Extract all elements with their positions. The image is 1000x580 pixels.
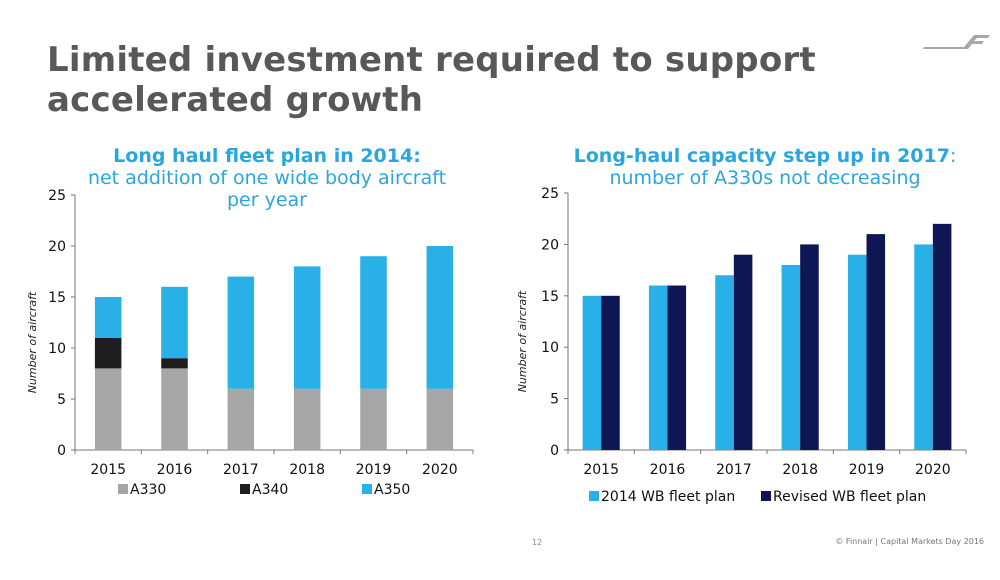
bar-a330	[293, 388, 321, 450]
bar-2014-wb-fleet-plan	[715, 275, 734, 450]
x-tick-label: 2017	[223, 462, 259, 478]
bar-2014-wb-fleet-plan	[847, 254, 867, 450]
bar-a350	[227, 276, 255, 389]
bar-a350	[360, 256, 387, 389]
x-tick-label: 2018	[289, 462, 325, 478]
slide-title: Limited investment required to support a…	[47, 40, 816, 120]
bar-revised-wb-fleet-plan	[932, 223, 952, 450]
bar-2014-wb-fleet-plan	[582, 295, 602, 450]
left-chart-title: Long haul fleet plan in 2014: net additi…	[62, 145, 472, 211]
x-tick-label: 2015	[583, 462, 619, 478]
x-tick-label: 2018	[782, 462, 818, 478]
left-chart-subtitle-2: per year	[227, 189, 307, 211]
x-tick-label: 2020	[422, 462, 458, 478]
bar-a340	[94, 337, 122, 369]
x-tick-label: 2017	[716, 462, 752, 478]
y-tick-label: 0	[550, 443, 559, 459]
bar-a330	[360, 388, 387, 450]
left-chart-title-bold: Long haul fleet plan in 2014:	[113, 145, 421, 167]
y-tick-label: 25	[541, 186, 559, 202]
bar-2014-wb-fleet-plan	[781, 264, 801, 450]
left-chart: 0 5 10 15 20 25 2015 2016 2017 2018 2019 2020 Number…	[26, 188, 474, 498]
x-tick-label: 2020	[915, 462, 951, 478]
bar-a350	[161, 286, 188, 359]
left-chart-subtitle-1: net addition of one wide body aircraft	[87, 167, 447, 189]
bar-revised-wb-fleet-plan	[866, 234, 886, 450]
y-tick-label: 25	[48, 188, 66, 204]
legend-label: A340	[252, 482, 288, 498]
bar-a330	[94, 368, 122, 450]
legend-swatch	[240, 484, 250, 494]
y-tick-label: 5	[57, 392, 66, 408]
slide-title-line1: Limited investment required to support	[47, 40, 816, 80]
right-chart: 0 5 10 15 20 25 2015 2016 2017 2018 2019 2020 Number…	[516, 186, 967, 505]
bar-a330	[161, 368, 188, 450]
bar-a350	[426, 246, 454, 389]
right-chart-subtitle: number of A330s not decreasing	[609, 167, 921, 189]
bar-2014-wb-fleet-plan	[914, 244, 933, 450]
legend-label: A350	[374, 482, 410, 498]
bar-2014-wb-fleet-plan	[648, 285, 668, 450]
bar-revised-wb-fleet-plan	[601, 295, 620, 450]
y-tick-label: 20	[48, 239, 66, 255]
y-axis-label: Number of aircraft	[516, 290, 529, 392]
y-axis-label: Number of aircraft	[26, 291, 39, 393]
y-tick-label: 0	[57, 443, 66, 459]
bar-revised-wb-fleet-plan	[733, 254, 753, 450]
y-tick-label: 15	[48, 290, 66, 306]
x-tick-label: 2016	[650, 462, 686, 478]
x-tick-label: 2015	[90, 462, 126, 478]
bar-a350	[94, 297, 122, 338]
legend-label: 2014 WB fleet plan	[601, 489, 735, 505]
legend-swatch	[118, 484, 128, 494]
y-tick-label: 20	[541, 237, 559, 253]
page-number: 12	[532, 538, 543, 547]
legend-swatch	[362, 484, 372, 494]
x-tick-label: 2016	[157, 462, 193, 478]
y-tick-label: 10	[541, 340, 559, 356]
bar-a350	[293, 266, 321, 389]
slide-title-line2: accelerated growth	[47, 80, 424, 120]
finnair-logo-icon	[923, 35, 990, 49]
bar-revised-wb-fleet-plan	[667, 285, 687, 450]
bar-revised-wb-fleet-plan	[800, 244, 819, 450]
right-chart-title: Long-haul capacity step up in 2017: numb…	[540, 145, 990, 189]
x-tick-label: 2019	[356, 462, 392, 478]
bar-a340	[161, 358, 188, 369]
y-tick-label: 5	[550, 392, 559, 408]
y-tick-label: 15	[541, 289, 559, 305]
bar-a330	[426, 388, 454, 450]
legend-label: A330	[130, 482, 166, 498]
legend-swatch	[761, 491, 771, 501]
footer-copyright: © Finnair | Capital Markets Day 2016	[835, 537, 984, 546]
legend-swatch	[589, 491, 599, 501]
y-tick-label: 10	[48, 341, 66, 357]
legend-label: Revised WB fleet plan	[773, 489, 926, 505]
right-chart-title-suffix: :	[949, 145, 957, 167]
right-chart-title-bold: Long-haul capacity step up in 2017	[573, 145, 950, 167]
bar-a330	[227, 388, 255, 450]
x-tick-label: 2019	[849, 462, 885, 478]
